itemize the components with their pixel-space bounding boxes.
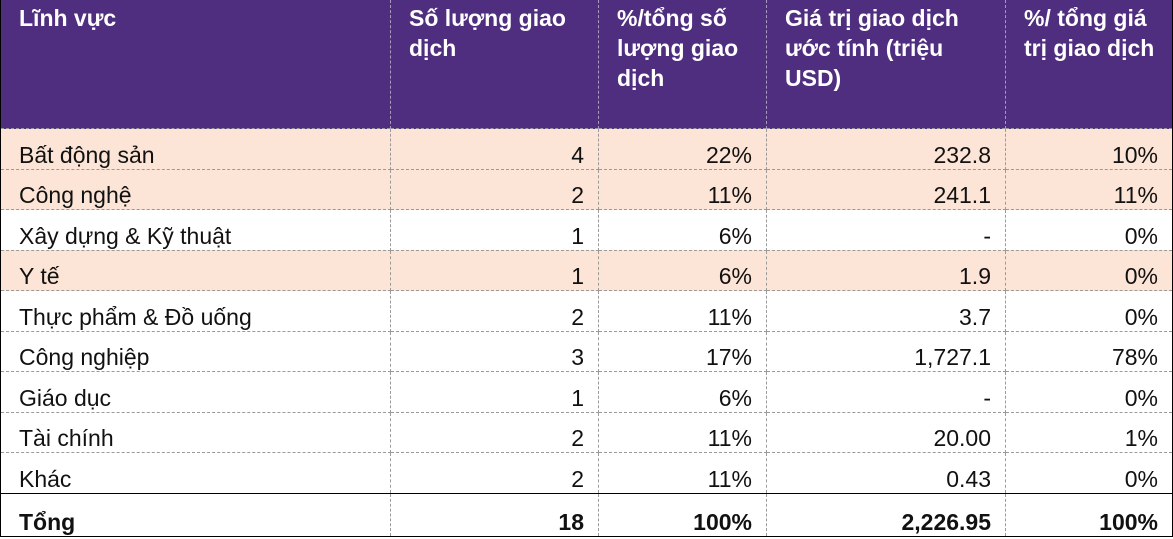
count-cell: 4 <box>390 128 599 170</box>
sector-cell: Xây dựng & Kỹ thuật <box>0 209 391 251</box>
table-row: Xây dựng & Kỹ thuật 1 6% -0% <box>0 209 1173 251</box>
value-pct-cell: 11% <box>1005 168 1173 210</box>
table-row: Công nghiệp 3 17% 1,727.1 78% <box>0 330 1173 372</box>
count-pct-cell: 6% <box>598 371 767 413</box>
value-cell: 3.7 <box>766 290 1006 332</box>
value-pct-cell: 78% <box>1005 330 1173 372</box>
count-pct-cell: 11% <box>598 411 767 453</box>
count-cell: 2 <box>390 290 599 332</box>
header-row: Lĩnh vực Số lượng giao dịch %/tổng số lư… <box>0 0 1173 129</box>
value-pct-cell: 100% <box>1005 492 1173 537</box>
table-row: Tài chính 2 11% 20.00 1% <box>0 411 1173 453</box>
value-cell: 241.1 <box>766 168 1006 210</box>
sector-cell: Thực phẩm & Đồ uống <box>0 290 391 332</box>
sector-cell: Công nghiệp <box>0 330 391 372</box>
value-cell: 1,727.1 <box>766 330 1006 372</box>
count-pct-cell: 17% <box>598 330 767 372</box>
value-pct-cell: 0% <box>1005 209 1173 251</box>
count-pct-cell: 6% <box>598 249 767 291</box>
table-row: Y tế 1 6% 1.9 0% <box>0 249 1173 291</box>
count-pct-cell: 22% <box>598 128 767 170</box>
sector-cell: Bất động sản <box>0 128 391 170</box>
count-pct-cell: 11% <box>598 290 767 332</box>
value-cell: - <box>766 209 1006 251</box>
value-pct-cell: 0% <box>1005 452 1173 494</box>
header-count-pct: %/tổng số lượng giao dịch <box>598 0 767 129</box>
count-cell: 2 <box>390 168 599 210</box>
value-pct-cell: 0% <box>1005 249 1173 291</box>
sector-cell: Tổng <box>0 492 391 537</box>
count-cell: 1 <box>390 371 599 413</box>
count-pct-cell: 6% <box>598 209 767 251</box>
value-cell: - <box>766 371 1006 413</box>
sector-cell: Tài chính <box>0 411 391 453</box>
count-pct-cell: 11% <box>598 452 767 494</box>
value-pct-cell: 0% <box>1005 371 1173 413</box>
count-pct-cell: 100% <box>598 492 767 537</box>
count-pct-cell: 11% <box>598 168 767 210</box>
count-cell: 1 <box>390 249 599 291</box>
count-cell: 2 <box>390 411 599 453</box>
count-cell: 18 <box>390 492 599 537</box>
header-value: Giá trị giao dịch ước tính (triệu USD) <box>766 0 1006 129</box>
header-sector: Lĩnh vực <box>0 0 391 129</box>
count-cell: 2 <box>390 452 599 494</box>
value-cell: 2,226.95 <box>766 492 1006 537</box>
table-row: Bất động sản 4 22% 232.8 10% <box>0 128 1173 170</box>
sector-cell: Y tế <box>0 249 391 291</box>
table-row: Khác 2 11% 0.43 0% <box>0 452 1173 494</box>
header-count: Số lượng giao dịch <box>390 0 599 129</box>
value-pct-cell: 10% <box>1005 128 1173 170</box>
header-value-pct: %/ tổng giá trị giao dịch <box>1005 0 1173 129</box>
value-pct-cell: 1% <box>1005 411 1173 453</box>
count-cell: 3 <box>390 330 599 372</box>
value-cell: 20.00 <box>766 411 1006 453</box>
table-row: Công nghệ 2 11% 241.1 11% <box>0 168 1173 210</box>
count-cell: 1 <box>390 209 599 251</box>
table-row: Giáo dục 1 6% -0% <box>0 371 1173 413</box>
value-cell: 1.9 <box>766 249 1006 291</box>
value-cell: 0.43 <box>766 452 1006 494</box>
total-row: Tổng 18 100% 2,226.95 100% <box>0 492 1173 537</box>
value-cell: 232.8 <box>766 128 1006 170</box>
sector-cell: Công nghệ <box>0 168 391 210</box>
value-pct-cell: 0% <box>1005 290 1173 332</box>
sector-cell: Giáo dục <box>0 371 391 413</box>
sector-cell: Khác <box>0 452 391 494</box>
table-row: Thực phẩm & Đồ uống 2 11% 3.7 0% <box>0 290 1173 332</box>
